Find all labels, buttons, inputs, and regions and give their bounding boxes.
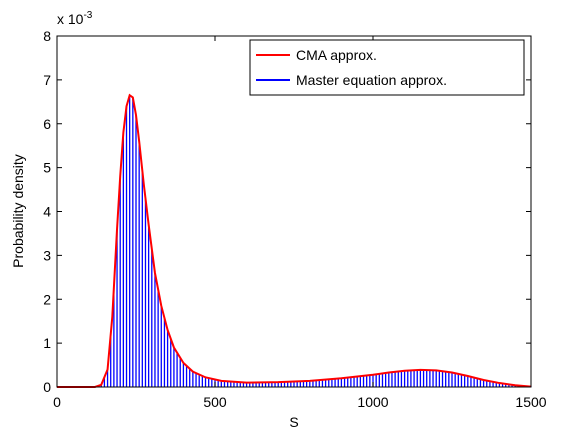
legend-box xyxy=(249,39,525,96)
y-axis-label: Probability density xyxy=(10,154,26,268)
x-axis-label: S xyxy=(289,414,298,430)
y-tick-label: 7 xyxy=(43,72,51,88)
y-tick-label: 3 xyxy=(43,247,51,263)
x-tick-label: 1000 xyxy=(357,394,388,410)
y-tick-label: 5 xyxy=(43,160,51,176)
y-tick-label: 2 xyxy=(43,291,51,307)
x-tick-label: 1500 xyxy=(515,394,546,410)
legend-label-cma: CMA approx. xyxy=(296,47,377,63)
y-tick-label: 8 xyxy=(43,28,51,44)
legend: CMA approx. Master equation approx. xyxy=(249,39,525,96)
cma-approx-line xyxy=(57,93,532,388)
x-axis-ticks: 0 500 1000 1500 xyxy=(53,36,547,410)
x-tick-label: 500 xyxy=(203,394,227,410)
y-tick-label: 1 xyxy=(43,335,51,351)
x-tick-label: 0 xyxy=(53,394,61,410)
y-exponent-label: x 10-3 xyxy=(57,10,93,27)
y-tick-label: 4 xyxy=(43,204,51,220)
y-axis-ticks: 0 1 2 3 4 5 6 7 8 xyxy=(43,28,531,395)
legend-label-master: Master equation approx. xyxy=(296,72,447,88)
y-tick-label: 0 xyxy=(43,379,51,395)
y-tick-label: 6 xyxy=(43,116,51,132)
